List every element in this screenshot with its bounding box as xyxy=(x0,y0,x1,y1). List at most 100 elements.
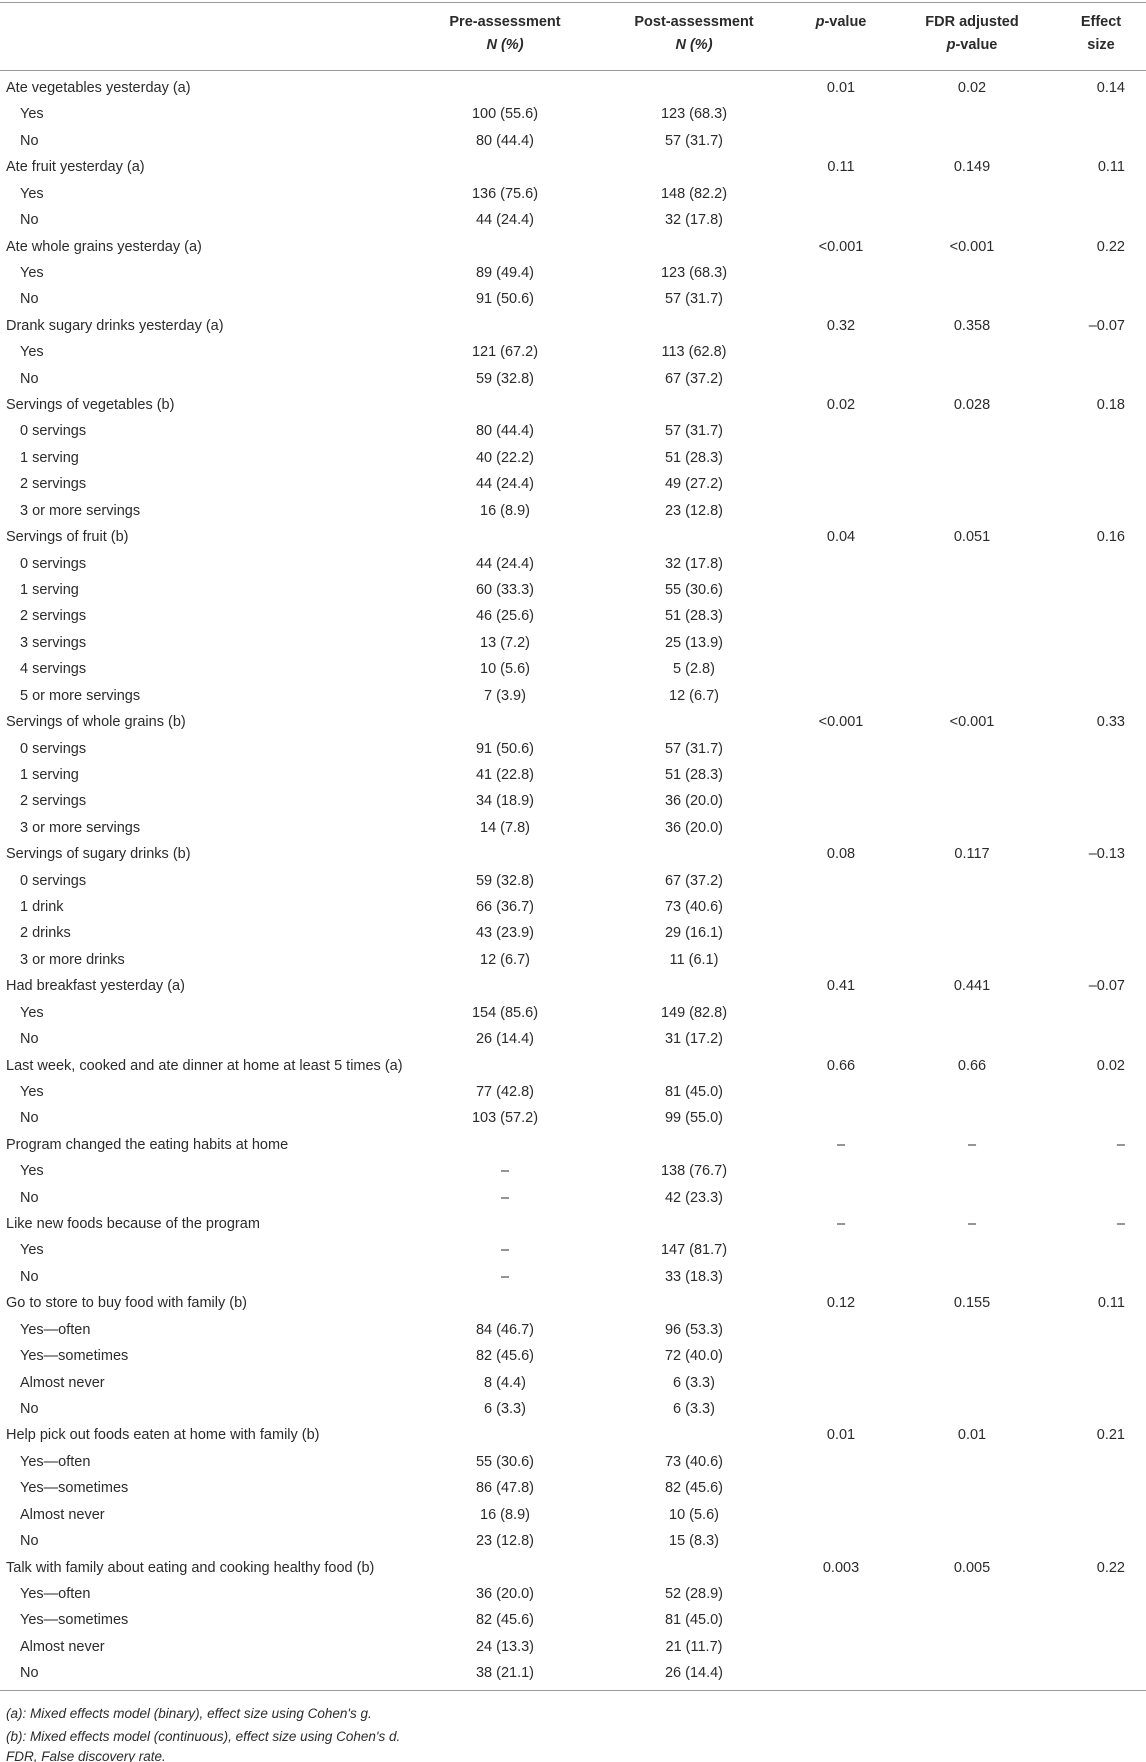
group-label: Talk with family about eating and cookin… xyxy=(6,1559,375,1576)
pre-value: 80 (44.4) xyxy=(475,132,535,149)
row-label: No xyxy=(20,1533,39,1550)
pre-value: 82 (45.6) xyxy=(475,1348,535,1365)
header-text-italic: p xyxy=(946,37,956,53)
row-label: Yes xyxy=(20,106,44,123)
row-label: No xyxy=(20,1189,39,1206)
row-label: Yes xyxy=(20,344,44,361)
pre-value: 36 (20.0) xyxy=(475,1585,535,1602)
header-text: N (%) xyxy=(675,37,713,53)
row-label: 0 servings xyxy=(20,555,87,572)
pre-value: 82 (45.6) xyxy=(475,1612,535,1629)
p-value: 0.04 xyxy=(826,529,856,546)
post-value: 52 (28.9) xyxy=(664,1585,724,1602)
post-value: 96 (53.3) xyxy=(664,1321,724,1338)
fdr-value: <0.001 xyxy=(949,238,995,255)
fdr-value: – xyxy=(967,1136,977,1153)
pre-value: 7 (3.9) xyxy=(484,687,526,704)
row-label: 1 serving xyxy=(20,766,79,783)
post-value: 29 (16.1) xyxy=(664,925,724,942)
effect-size: –0.13 xyxy=(1088,846,1125,863)
row-label: 2 servings xyxy=(20,608,87,625)
row-label: 5 or more servings xyxy=(20,687,141,704)
fdr-value: 0.358 xyxy=(953,317,991,334)
pre-value: 46 (25.6) xyxy=(475,608,535,625)
post-value: 21 (11.7) xyxy=(665,1638,723,1655)
effect-size: –0.07 xyxy=(1088,317,1125,334)
group-label: Ate whole grains yesterday (a) xyxy=(6,238,202,255)
header-text: p-value xyxy=(947,36,998,54)
pre-value: 16 (8.9) xyxy=(480,1506,530,1523)
row-label: 0 servings xyxy=(20,423,87,440)
row-label: Yes xyxy=(20,1242,44,1259)
group-label: Servings of whole grains (b) xyxy=(6,714,186,731)
row-label: Yes—sometimes xyxy=(20,1348,129,1365)
post-value: 51 (28.3) xyxy=(664,449,724,466)
pre-value: 60 (33.3) xyxy=(475,581,535,598)
row-label: No xyxy=(20,1665,39,1682)
post-value: 73 (40.6) xyxy=(664,1453,724,1470)
row-label: Yes xyxy=(20,264,44,281)
group-label: Ate vegetables yesterday (a) xyxy=(6,80,191,96)
fdr-value: 0.051 xyxy=(953,529,991,546)
post-value: 36 (20.0) xyxy=(664,819,724,836)
row-label: 2 servings xyxy=(20,476,87,493)
post-value: 6 (3.3) xyxy=(673,1374,715,1391)
fdr-value: 0.441 xyxy=(953,978,991,995)
top-rule xyxy=(0,2,1146,3)
post-value: 11 (6.1) xyxy=(669,951,719,968)
post-value: 10 (5.6) xyxy=(669,1506,719,1523)
post-value: 32 (17.8) xyxy=(664,212,724,229)
post-value: 49 (27.2) xyxy=(664,476,724,493)
pre-value: 16 (8.9) xyxy=(480,502,530,519)
post-value: 123 (68.3) xyxy=(660,106,728,123)
p-value: <0.001 xyxy=(818,714,864,731)
pre-value: 91 (50.6) xyxy=(475,291,535,308)
row-label: Yes xyxy=(20,1004,44,1021)
pre-value: 44 (24.4) xyxy=(475,212,535,229)
pre-value: 40 (22.2) xyxy=(475,449,535,466)
post-value: 67 (37.2) xyxy=(664,872,724,889)
p-value: 0.08 xyxy=(826,846,856,863)
pre-value: 59 (32.8) xyxy=(475,872,535,889)
post-value: 12 (6.7) xyxy=(669,687,719,704)
header-text: p-value xyxy=(816,13,867,31)
pre-value: 77 (42.8) xyxy=(475,1083,535,1100)
fdr-value: 0.117 xyxy=(954,846,990,863)
effect-size: – xyxy=(1116,1216,1125,1233)
row-label: 0 servings xyxy=(20,872,87,889)
row-label: No xyxy=(20,1268,39,1285)
post-value: 67 (37.2) xyxy=(664,370,724,387)
post-value: 123 (68.3) xyxy=(660,264,728,281)
effect-size: –0.07 xyxy=(1088,978,1125,995)
group-label: Go to store to buy food with family (b) xyxy=(6,1295,247,1312)
effect-size: 0.11 xyxy=(1097,159,1125,176)
effect-size: 0.21 xyxy=(1096,1427,1125,1444)
bottom-rule xyxy=(0,1690,1146,1691)
p-value: 0.11 xyxy=(827,159,855,176)
fdr-value: 0.66 xyxy=(957,1057,987,1074)
header-text: -value xyxy=(824,14,867,30)
header-text-italic: p xyxy=(815,14,825,30)
row-label: Yes xyxy=(20,1083,44,1100)
post-value: 113 (62.8) xyxy=(661,344,727,361)
row-label: No xyxy=(20,370,39,387)
group-label: Drank sugary drinks yesterday (a) xyxy=(6,317,224,334)
post-value: 57 (31.7) xyxy=(664,132,724,149)
fdr-value: 0.01 xyxy=(957,1427,987,1444)
header-text: -value xyxy=(955,37,998,53)
footnote: FDR, False discovery rate. xyxy=(6,1749,166,1762)
effect-size: 0.22 xyxy=(1096,1559,1125,1576)
header-text: Pre-assessment xyxy=(449,14,561,30)
pre-value: 89 (49.4) xyxy=(475,264,535,281)
pre-value: 44 (24.4) xyxy=(475,476,535,493)
pre-value: 41 (22.8) xyxy=(475,766,535,783)
row-label: No xyxy=(20,1401,39,1417)
pre-value: 6 (3.3) xyxy=(484,1401,526,1417)
header-rule xyxy=(0,70,1146,71)
post-value: 51 (28.3) xyxy=(664,608,724,625)
row-label: 2 servings xyxy=(20,793,87,810)
pre-value: 13 (7.2) xyxy=(480,634,530,651)
p-value: 0.003 xyxy=(822,1559,860,1576)
effect-size: – xyxy=(1116,1136,1125,1153)
pre-value: 26 (14.4) xyxy=(475,1031,535,1048)
